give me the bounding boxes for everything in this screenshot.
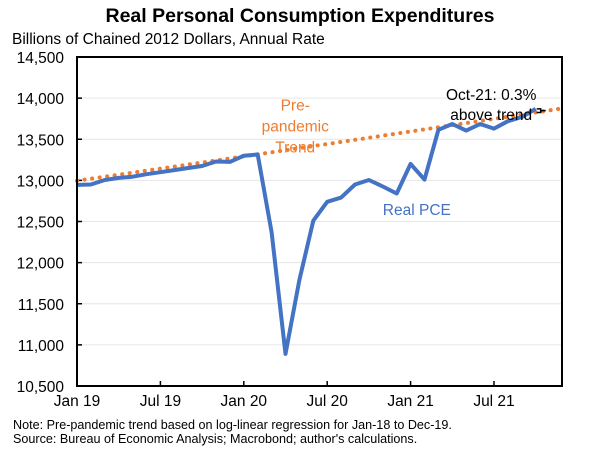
x-tick-label: Jan 21 [387,393,434,410]
chart-subtitle: Billions of Chained 2012 Dollars, Annual… [12,31,325,48]
x-axis-ticks: Jan 19 Jul 19 Jan 20 Jul 20 Jan 21 Jul 21 [54,381,515,410]
x-tick-label: Jul 20 [307,393,349,410]
y-tick-label: 10,500 [17,379,65,396]
y-tick-label: 11,000 [18,338,65,355]
y-tick-label: 11,500 [18,297,65,314]
x-tick-label: Jul 21 [473,393,514,410]
series-line-real-pce [76,107,537,356]
y-tick-label: 14,500 [17,50,65,67]
y-tick-label: 12,000 [17,256,65,273]
x-tick-label: Jan 20 [221,393,268,410]
footnote-note: Note: Pre-pandemic trend based on log-li… [13,418,452,432]
y-tick-label: 13,500 [17,132,65,149]
label-real-pce: Real PCE [383,202,451,219]
label-pre-pandemic-trend: Trend [275,139,315,156]
label-oct21-gap: above trend [450,107,532,124]
gap-bracket-marker [536,108,546,114]
y-axis-ticks: 10,500 11,000 11,500 12,000 12,500 13,000 13,5… [17,50,82,396]
gridlines [77,97,562,346]
y-tick-label: 12,500 [17,215,65,232]
x-tick-label: Jul 19 [140,393,181,410]
label-pre-pandemic-trend: pandemic [262,118,329,135]
x-tick-label: Jan 19 [54,393,101,410]
y-tick-label: 13,000 [17,173,65,190]
chart-title: Real Personal Consumption Expenditures [105,5,495,27]
y-tick-label: 14,000 [17,91,65,108]
series-layer [75,106,566,356]
label-pre-pandemic-trend: Pre- [281,97,310,114]
label-oct21-gap: Oct-21: 0.3% [446,87,537,104]
footnote-source: Source: Bureau of Economic Analysis; Mac… [13,432,418,446]
annotations: Real PCE Pre-pandemic Trend Oct-21: 0.3% abo… [262,87,546,219]
plot-frame [76,56,563,387]
series-line-pre-pandemic-trend [75,106,566,183]
